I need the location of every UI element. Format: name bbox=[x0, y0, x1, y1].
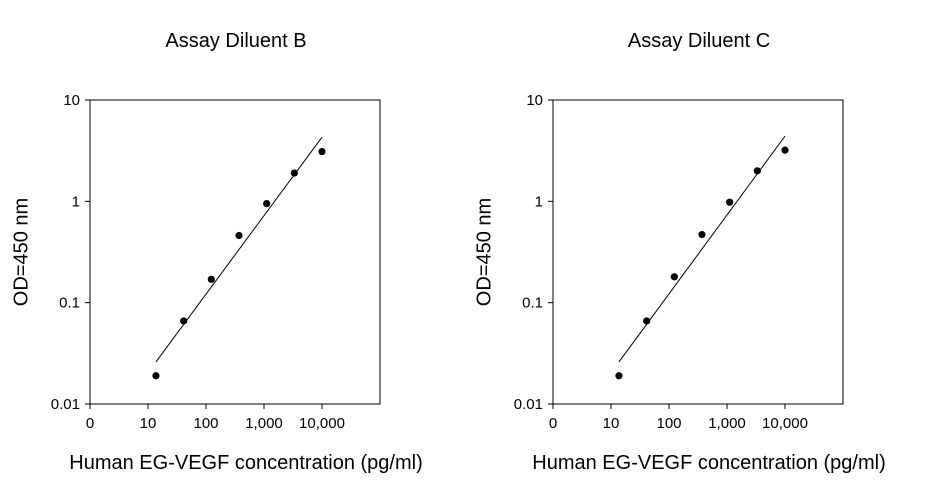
y-tick-label: 10 bbox=[63, 92, 80, 109]
y-tick-label: 1 bbox=[535, 193, 543, 210]
x-tick-label: 10,000 bbox=[762, 415, 808, 432]
y-tick-label: 10 bbox=[526, 92, 543, 109]
y-tick-label: 0.1 bbox=[59, 295, 80, 312]
data-point bbox=[753, 167, 761, 175]
data-point bbox=[781, 146, 789, 154]
y-tick-label: 0.01 bbox=[514, 396, 543, 413]
data-point bbox=[207, 275, 215, 283]
plot-frame bbox=[552, 99, 844, 405]
x-tick-label: 0 bbox=[86, 415, 94, 432]
data-point bbox=[726, 198, 734, 206]
chart-panel-diluent-c: Assay Diluent C OD=450 nm Human EG-VEGF … bbox=[463, 0, 926, 480]
y-tick-label: 1 bbox=[72, 193, 80, 210]
data-point bbox=[670, 273, 678, 281]
x-tick-label: 1,000 bbox=[708, 415, 746, 432]
data-point bbox=[235, 231, 243, 240]
chart-title: Assay Diluent B bbox=[165, 30, 307, 52]
y-tick-label: 0.01 bbox=[51, 396, 80, 413]
chart-panel-diluent-b: Assay Diluent B OD=450 nm Human EG-VEGF … bbox=[11, 30, 423, 474]
x-tick-label: 10 bbox=[603, 415, 620, 432]
x-axis-label: Human EG-VEGF concentration (pg/ml) bbox=[532, 452, 886, 474]
x-tick-label: 0 bbox=[549, 415, 557, 432]
x-axis-label: Human EG-VEGF concentration (pg/ml) bbox=[69, 452, 423, 474]
data-point bbox=[152, 372, 160, 380]
chart-title: Assay Diluent C bbox=[627, 30, 771, 52]
data-point bbox=[290, 169, 298, 177]
data-point bbox=[263, 199, 271, 208]
x-tick-label: 100 bbox=[656, 415, 681, 432]
data-point bbox=[318, 147, 326, 156]
data-point bbox=[180, 317, 188, 325]
y-tick-label: 0.1 bbox=[522, 295, 543, 312]
x-tick-label: 100 bbox=[193, 415, 218, 432]
data-point bbox=[643, 317, 651, 325]
data-point bbox=[615, 372, 623, 380]
data-point bbox=[698, 230, 706, 239]
plot-area: 0 10 100 1,000 10,000 0.01 0.1 1 10 bbox=[51, 92, 381, 432]
plot-area: 0 10 100 1,000 10,000 0.01 0.1 1 10 bbox=[514, 92, 844, 432]
x-tick-label: 1,000 bbox=[245, 415, 283, 432]
plot-frame bbox=[89, 99, 381, 405]
x-tick-label: 10,000 bbox=[299, 415, 345, 432]
x-tick-label: 10 bbox=[140, 415, 157, 432]
